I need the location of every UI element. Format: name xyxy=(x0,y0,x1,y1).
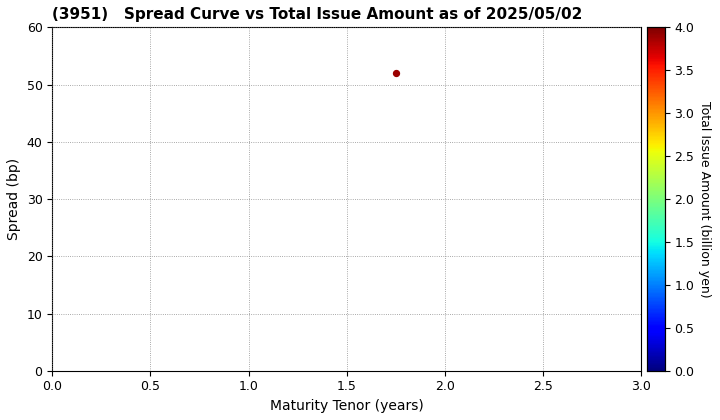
X-axis label: Maturity Tenor (years): Maturity Tenor (years) xyxy=(270,399,423,413)
Point xyxy=(390,70,402,76)
Text: (3951)   Spread Curve vs Total Issue Amount as of 2025/05/02: (3951) Spread Curve vs Total Issue Amoun… xyxy=(53,7,582,22)
Y-axis label: Spread (bp): Spread (bp) xyxy=(7,158,21,240)
Y-axis label: Total Issue Amount (billion yen): Total Issue Amount (billion yen) xyxy=(698,101,711,297)
